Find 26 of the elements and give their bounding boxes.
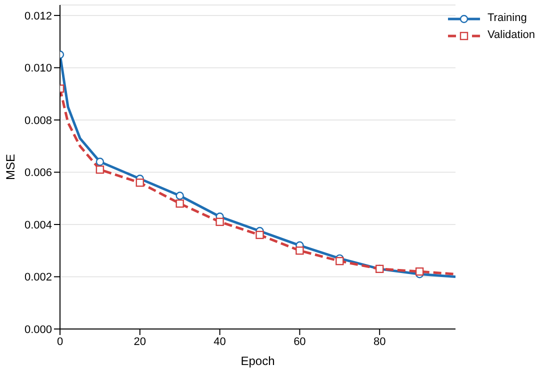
x-tick-label: 0: [56, 336, 64, 348]
point: [176, 192, 184, 200]
x-tick-label: 40: [214, 336, 226, 348]
point: [336, 256, 344, 266]
y-axis-title: MSE: [3, 154, 18, 180]
x-tick-label: 20: [134, 336, 146, 348]
point: [415, 267, 424, 276]
legend-label: Training: [488, 11, 527, 26]
y-tick-label: 0.002: [24, 272, 52, 284]
x-tick-label: 60: [294, 336, 306, 348]
y-tick-label: 0.000: [24, 324, 52, 336]
y-tick-label: 0.006: [24, 167, 52, 180]
y-tick-label: 0.012: [24, 10, 52, 22]
legend-label: Validation: [488, 28, 535, 43]
y-tick-label: 0.010: [24, 62, 52, 75]
point: [256, 230, 264, 240]
point: [176, 199, 184, 208]
y-tick-label: 0.008: [24, 114, 52, 127]
point: [296, 246, 304, 255]
x-axis-title: Epoch: [240, 354, 275, 368]
x-tick-label: 80: [373, 336, 386, 348]
point: [216, 218, 224, 226]
point: [96, 166, 104, 174]
point: [96, 158, 104, 166]
y-tick-label: 0.004: [24, 219, 52, 232]
point: [136, 178, 144, 187]
